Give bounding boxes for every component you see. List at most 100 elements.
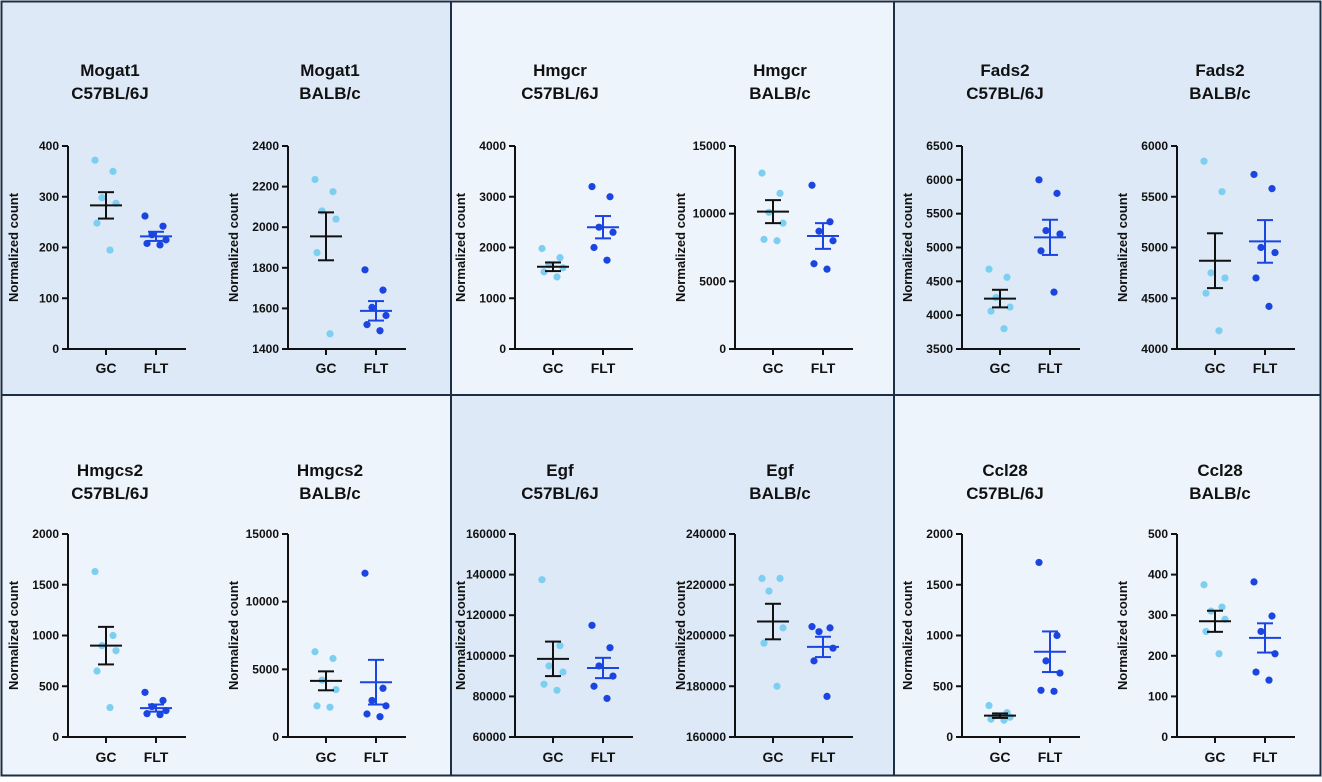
flt-data-point: [1268, 612, 1276, 620]
y-tick-label: 80000: [473, 689, 507, 703]
y-tick-label: 5000: [1141, 241, 1168, 255]
y-tick-label: 15000: [693, 139, 727, 153]
y-tick-label: 180000: [686, 679, 726, 693]
gc-data-point: [1202, 627, 1210, 636]
panel-background-5: [451, 395, 894, 775]
y-tick-label: 1000: [479, 291, 506, 305]
x-tick-label-flt: FLT: [1038, 749, 1063, 765]
gc-data-point: [538, 244, 546, 253]
y-tick-label: 2000: [32, 527, 59, 541]
y-tick-label: 200000: [686, 629, 726, 643]
y-axis-label: Normalized count: [900, 580, 915, 690]
flt-data-point: [808, 181, 816, 189]
y-tick-label: 0: [719, 342, 726, 356]
flt-data-point: [1250, 578, 1258, 586]
gc-data-point: [326, 330, 334, 338]
gc-data-point: [1000, 325, 1008, 333]
y-tick-label: 500: [39, 679, 59, 693]
y-tick-label: 400: [39, 139, 59, 153]
y-tick-label: 6000: [1141, 139, 1168, 153]
chart-hmgcr-balb-c: Hmgcr BALB/c 0 5000 10000 15000 Normalized cou…: [673, 61, 853, 376]
y-tick-label: 500: [1148, 527, 1168, 541]
flt-data-point: [382, 311, 390, 320]
gc-data-point: [1218, 603, 1226, 611]
flt-data-point: [609, 228, 617, 236]
gc-data-point: [985, 701, 993, 710]
y-tick-label: 220000: [686, 578, 726, 592]
gc-data-point: [332, 215, 340, 223]
y-tick-label: 300: [39, 190, 59, 204]
gc-data-point: [758, 574, 766, 583]
gc-data-point: [109, 631, 117, 640]
gc-data-point: [1218, 188, 1226, 196]
flt-data-point: [590, 682, 598, 690]
y-tick-label: 3000: [479, 190, 506, 204]
flt-data-point: [829, 644, 837, 652]
gc-data-point: [109, 167, 117, 175]
chart-title: Ccl28: [982, 461, 1027, 480]
gc-data-point: [987, 307, 995, 315]
y-tick-label: 120000: [466, 608, 506, 622]
flt-data-point: [376, 327, 384, 335]
y-tick-label: 6000: [926, 173, 953, 187]
y-tick-label: 2000: [479, 241, 506, 255]
gc-data-point: [1215, 650, 1223, 658]
flt-data-point: [829, 237, 837, 245]
flt-data-point: [609, 672, 617, 680]
flt-data-point: [826, 218, 834, 226]
flt-data-point: [826, 624, 834, 632]
gc-data-point: [553, 686, 561, 694]
y-tick-label: 200: [1148, 649, 1168, 663]
flt-data-point: [1042, 226, 1050, 235]
gc-data-point: [1215, 327, 1223, 335]
gc-data-point: [1207, 269, 1215, 277]
y-tick-label: 5500: [926, 207, 953, 221]
gc-data-point: [1006, 303, 1014, 311]
flt-data-point: [1268, 185, 1276, 193]
y-tick-label: 5000: [699, 274, 726, 288]
gc-data-point: [318, 207, 326, 215]
x-tick-label-flt: FLT: [1253, 749, 1278, 765]
flt-data-point: [363, 710, 371, 718]
y-tick-label: 240000: [686, 527, 726, 541]
y-axis-label: Normalized count: [673, 192, 688, 302]
y-tick-label: 4500: [926, 274, 953, 288]
gc-data-point: [1200, 581, 1208, 589]
chart-title: Egf: [766, 461, 794, 480]
y-tick-label: 5000: [252, 662, 279, 676]
y-tick-label: 10000: [246, 595, 280, 609]
y-tick-label: 200: [39, 241, 59, 255]
x-tick-label-flt: FLT: [1253, 360, 1278, 376]
chart-subtitle: BALB/c: [299, 484, 360, 503]
gc-data-point: [779, 219, 787, 227]
x-tick-label-gc: GC: [990, 360, 1011, 376]
x-tick-label-gc: GC: [316, 360, 337, 376]
gc-data-point: [1202, 289, 1210, 297]
x-tick-label-flt: FLT: [591, 749, 616, 765]
chart-title: Ccl28: [1197, 461, 1242, 480]
flt-data-point: [141, 212, 149, 220]
gc-data-point: [540, 268, 548, 276]
chart-fads2-c57bl-6j: Fads2 C57BL/6J 3500 4000 4500 5000 5500 6000 650…: [900, 61, 1080, 376]
panel-background-3: [894, 2, 1320, 395]
flt-data-point: [590, 243, 598, 252]
gc-data-point: [91, 156, 99, 164]
chart-title: Mogat1: [80, 61, 140, 80]
flt-data-point: [1252, 668, 1260, 676]
gc-data-point: [776, 574, 784, 583]
gc-data-point: [987, 715, 995, 723]
chart-title: Hmgcr: [753, 61, 807, 80]
chart-title: Fads2: [980, 61, 1029, 80]
chart-subtitle: BALB/c: [749, 484, 810, 503]
gc-data-point: [553, 273, 561, 281]
y-tick-label: 100: [1148, 689, 1168, 703]
y-tick-label: 15000: [246, 527, 280, 541]
x-tick-label-gc: GC: [543, 360, 564, 376]
y-tick-label: 10000: [693, 207, 727, 221]
gc-data-point: [773, 237, 781, 245]
chart-title: Hmgcs2: [297, 461, 363, 480]
y-axis-label: Normalized count: [6, 580, 21, 690]
gc-data-point: [313, 248, 321, 257]
